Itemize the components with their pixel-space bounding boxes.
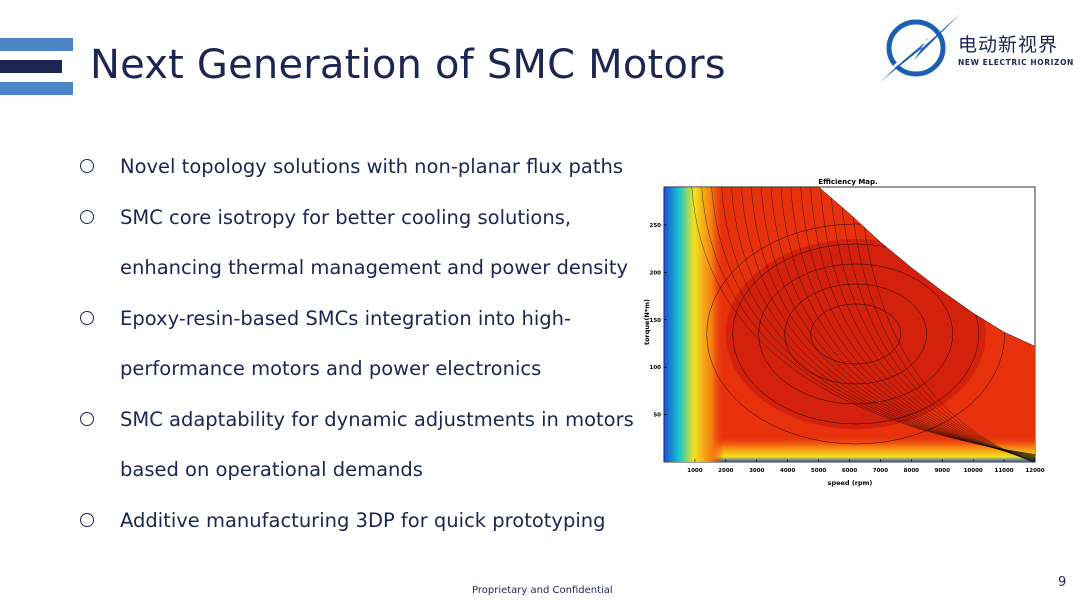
lightning-globe-icon (880, 14, 960, 82)
contour-line (691, 187, 1035, 455)
contour-line (741, 187, 1035, 458)
x-tick-label: 11000 (995, 468, 1014, 474)
contour-line (770, 187, 1035, 459)
bullet-circle-icon (80, 159, 94, 173)
contour-ring (810, 303, 901, 365)
x-tick-label: 7000 (873, 468, 888, 474)
x-tick-label: 10000 (964, 468, 983, 474)
logo-name-en: NEW ELECTRIC HORIZON (958, 58, 1074, 67)
bullet-item: SMC adaptability for dynamic adjustments… (80, 395, 640, 496)
contour-line (810, 187, 1035, 461)
company-logo (880, 12, 1070, 82)
chart-title: Efficiency Map. (818, 178, 877, 186)
page-number: 9 (1058, 575, 1067, 590)
logo-name-cn: 电动新视界 (958, 34, 1059, 56)
bullet-text: Additive manufacturing 3DP for quick pro… (120, 508, 606, 532)
x-tick-label: 2000 (718, 468, 733, 474)
bullet-item: Additive manufacturing 3DP for quick pro… (80, 496, 640, 547)
bullet-circle-icon (80, 411, 94, 426)
bullet-item: SMC core isotropy for better cooling sol… (80, 193, 640, 294)
header-stripe-bottom (0, 82, 73, 95)
torque-limit-curve (663, 186, 1036, 462)
chart-ylabel: torque(N*m) (643, 299, 651, 345)
contour-line (711, 187, 1035, 456)
contour-ring (706, 223, 1005, 445)
y-tick-label: 200 (650, 270, 662, 276)
y-tick-label: 50 (653, 413, 661, 419)
efficiency-map-chart: Efficiency Map. torque(N*m) speed (rpm) … (643, 178, 1045, 487)
y-tick-label: 100 (650, 365, 662, 371)
peak-efficiency-region (725, 238, 986, 429)
header-stripe-middle (0, 60, 62, 73)
bullet-text: Epoxy-resin-based SMCs integration into … (120, 306, 572, 381)
contour-line (800, 187, 1035, 461)
x-tick-label: 6000 (842, 468, 857, 474)
contour-line (731, 187, 1035, 457)
contour-line (849, 187, 1035, 462)
bullet-text: Novel topology solutions with non-planar… (120, 155, 623, 178)
x-tick-label: 8000 (904, 468, 919, 474)
x-tick-label: 3000 (749, 468, 764, 474)
contour-ring (732, 243, 979, 425)
contour-ring (784, 283, 927, 385)
bullet-circle-icon (80, 512, 94, 527)
contour-line (721, 187, 1035, 457)
y-tick-label: 150 (650, 318, 662, 324)
slide-title: Next Generation of SMC Motors (90, 42, 726, 88)
bullet-text: SMC core isotropy for better cooling sol… (120, 205, 629, 280)
contour-line (840, 187, 1035, 462)
x-tick-label: 12000 (1025, 468, 1044, 474)
bullet-circle-icon (80, 310, 94, 325)
bullet-circle-icon (80, 209, 94, 224)
bullet-item: Epoxy-resin-based SMCs integration into … (80, 294, 640, 395)
contour-ring (758, 263, 953, 405)
low-speed-band (664, 187, 724, 462)
contour-line (751, 187, 1035, 458)
x-tick-label: 4000 (780, 468, 795, 474)
bullet-text: SMC adaptability for dynamic adjustments… (120, 407, 634, 482)
y-tick-label: 250 (650, 223, 662, 229)
x-tick-label: 9000 (935, 468, 950, 474)
contour-line (760, 187, 1035, 459)
header-stripe-top (0, 38, 73, 51)
contour-line (820, 187, 1035, 462)
contour-line (830, 187, 1035, 462)
chart-xlabel: speed (rpm) (828, 479, 873, 487)
bullet-item: Novel topology solutions with non-planar… (80, 142, 640, 193)
contour-line (701, 187, 1035, 456)
x-tick-label: 1000 (687, 468, 702, 474)
footer-confidential: Proprietary and Confidential (472, 585, 613, 596)
bullet-list: Novel topology solutions with non-planar… (80, 142, 640, 546)
x-tick-label: 5000 (811, 468, 826, 474)
